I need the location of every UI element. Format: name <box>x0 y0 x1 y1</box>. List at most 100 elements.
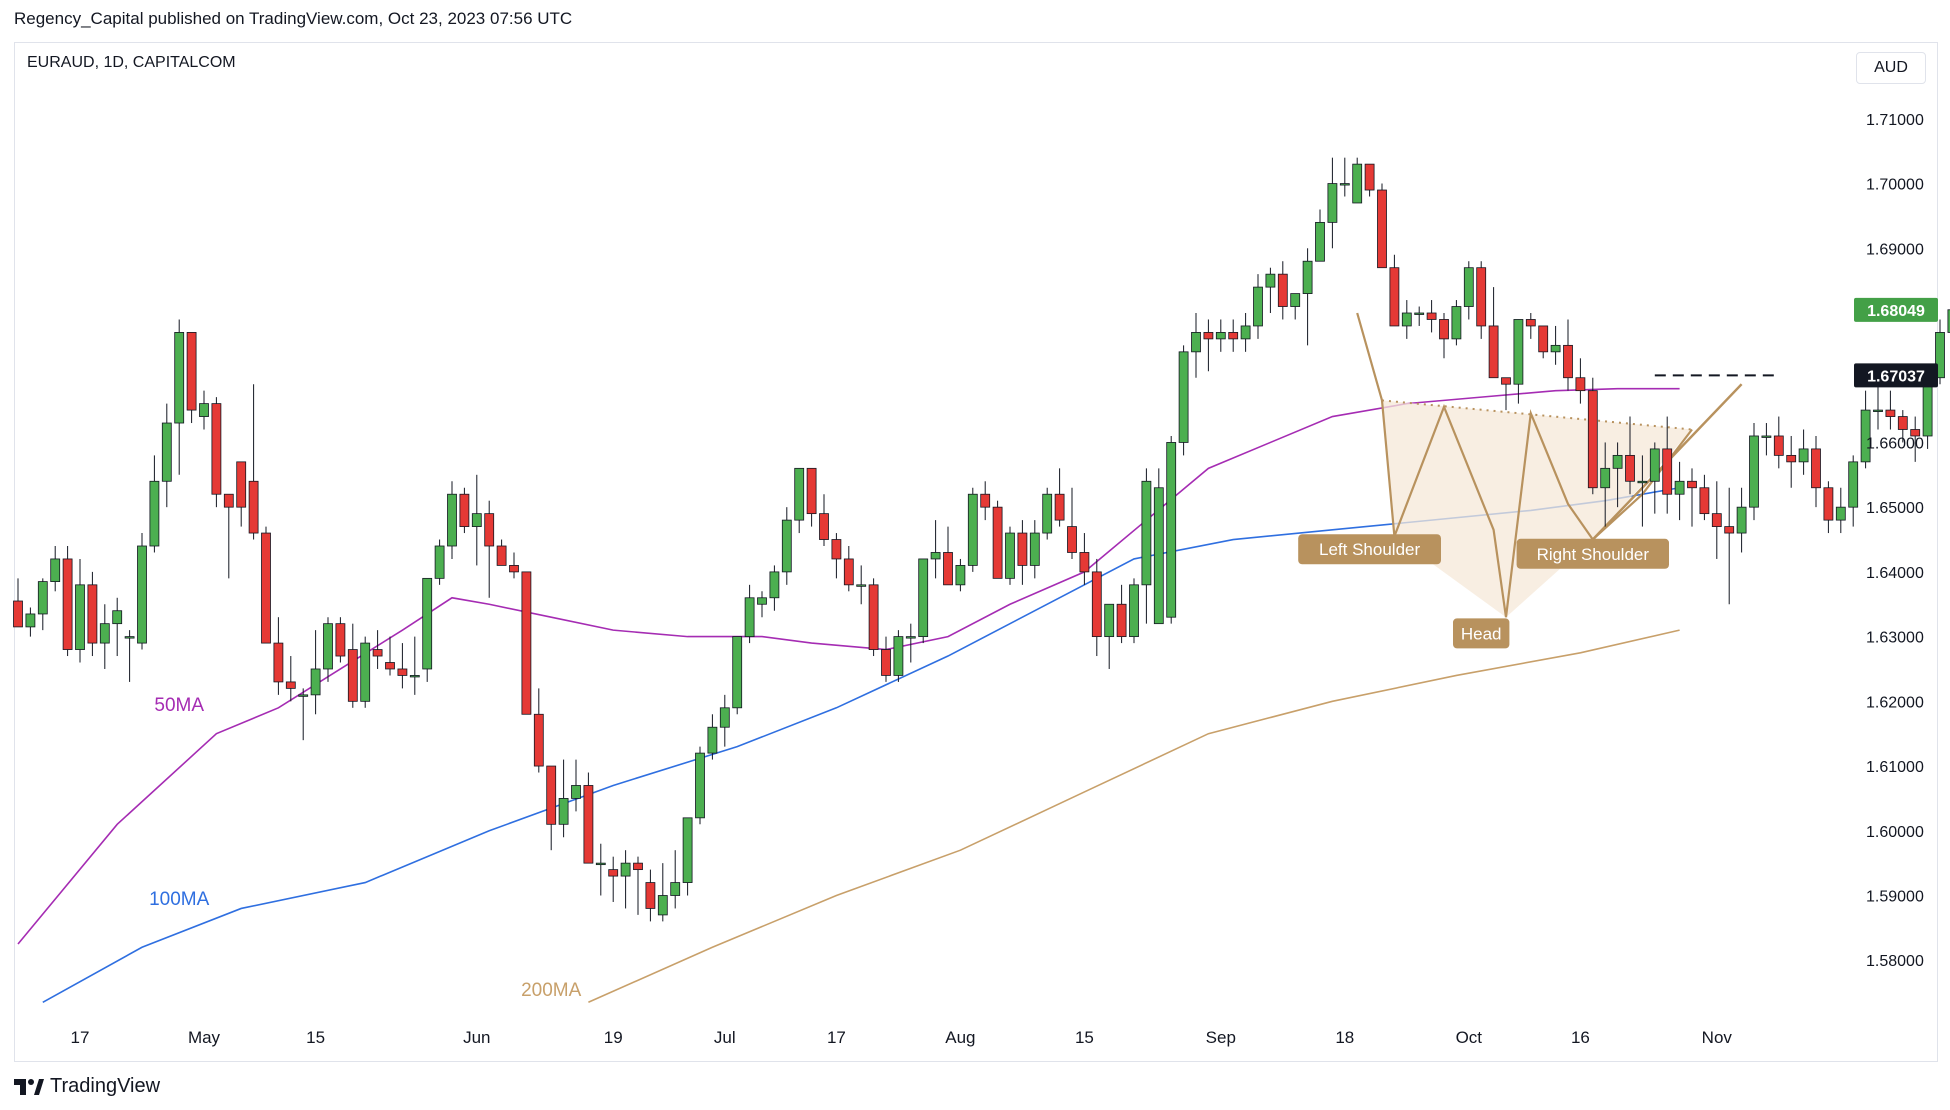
candle-body <box>1364 163 1375 191</box>
candle-body <box>1687 480 1697 489</box>
candle <box>1786 435 1797 488</box>
candle-body <box>1649 448 1660 482</box>
candle-body <box>732 636 743 709</box>
y-tick-label: 1.70000 <box>1866 177 1924 194</box>
candle-body <box>1042 493 1053 534</box>
candle <box>1116 584 1127 644</box>
candle <box>1191 313 1201 378</box>
candle <box>806 467 817 527</box>
candles <box>13 157 1950 922</box>
candle <box>595 843 606 896</box>
candle-body <box>484 513 495 547</box>
candle <box>434 539 445 585</box>
candle-body <box>893 636 904 676</box>
candle-body <box>1153 487 1164 625</box>
candle-body <box>1823 487 1834 521</box>
candle <box>881 636 891 682</box>
candle <box>732 636 743 715</box>
candle <box>236 461 247 527</box>
candle <box>1463 261 1474 320</box>
candle <box>1079 533 1090 585</box>
candle-body <box>496 545 507 566</box>
candle <box>856 565 867 605</box>
candle-body <box>571 785 581 799</box>
candle <box>1017 520 1028 585</box>
pattern-label: Right Shoulder <box>1537 545 1650 564</box>
candle-body <box>719 707 730 728</box>
candle-body <box>1761 435 1772 438</box>
candle <box>1873 384 1883 430</box>
y-tick-label: 1.61000 <box>1866 759 1924 776</box>
currency-button[interactable]: AUD <box>1856 52 1926 84</box>
candle-body <box>1848 461 1859 508</box>
candle <box>248 384 259 540</box>
x-tick-label: 17 <box>827 1028 846 1047</box>
candle <box>496 539 507 566</box>
candle <box>645 869 656 922</box>
annotations: Left Shoulder Head Right Shoulder 50MA 100MA… <box>149 534 1669 1001</box>
pattern-label: Head <box>1461 624 1502 643</box>
candle <box>781 507 792 585</box>
tradingview-brand[interactable]: TradingView <box>14 1075 160 1098</box>
candle-body <box>843 558 854 586</box>
candle <box>1835 487 1846 534</box>
candle-body <box>1476 267 1487 327</box>
candle <box>1773 416 1784 469</box>
candle <box>1389 254 1400 327</box>
candle-body <box>1749 435 1759 508</box>
candle <box>1166 435 1177 624</box>
candle <box>1538 325 1549 359</box>
candle <box>1699 474 1710 521</box>
pattern-label-box <box>1516 538 1669 569</box>
tradingview-logo-icon <box>14 1078 44 1095</box>
y-tick-label: 1.64000 <box>1866 565 1924 582</box>
candle <box>409 636 420 695</box>
candle <box>261 526 271 644</box>
chart-frame <box>14 42 1938 1062</box>
candle-body <box>1885 409 1896 417</box>
candle-body <box>310 668 321 696</box>
candle-body <box>1575 377 1586 392</box>
candle-body <box>1290 293 1301 307</box>
candle-body <box>918 558 929 638</box>
candle <box>1153 468 1164 625</box>
candle <box>1042 487 1053 540</box>
candle <box>1525 313 1536 339</box>
candle-body <box>1910 429 1921 437</box>
candle <box>1265 267 1276 313</box>
candle-body <box>831 539 842 560</box>
candle <box>583 772 594 864</box>
candle <box>1761 423 1772 456</box>
candle-body <box>37 581 48 615</box>
candle <box>533 688 544 773</box>
candle-body <box>1005 532 1015 579</box>
candle <box>447 481 457 559</box>
candle <box>1687 468 1697 527</box>
pattern-label-box <box>1298 534 1441 565</box>
candle-body <box>794 467 805 521</box>
candle <box>558 759 569 838</box>
candle <box>608 856 619 902</box>
candle-body <box>992 506 1003 579</box>
candle-body <box>335 623 346 657</box>
candle-body <box>1662 448 1673 495</box>
head-and-shoulders-pattern <box>1356 312 1779 618</box>
neckline <box>1381 399 1693 431</box>
price-label-text: 1.67037 <box>1867 368 1925 385</box>
candle-body <box>236 461 247 508</box>
candle-body <box>521 571 532 715</box>
candle <box>1426 300 1437 333</box>
candle <box>87 571 98 657</box>
candle-body <box>868 584 879 650</box>
candle-body <box>1538 325 1549 353</box>
candle-body <box>174 332 185 424</box>
candle <box>967 487 978 572</box>
candle-body <box>1265 273 1276 288</box>
candle <box>1401 300 1412 339</box>
candle <box>1178 345 1189 456</box>
candle <box>199 390 209 430</box>
candle-body <box>1414 312 1425 315</box>
candle <box>161 403 172 508</box>
candle <box>298 688 309 741</box>
